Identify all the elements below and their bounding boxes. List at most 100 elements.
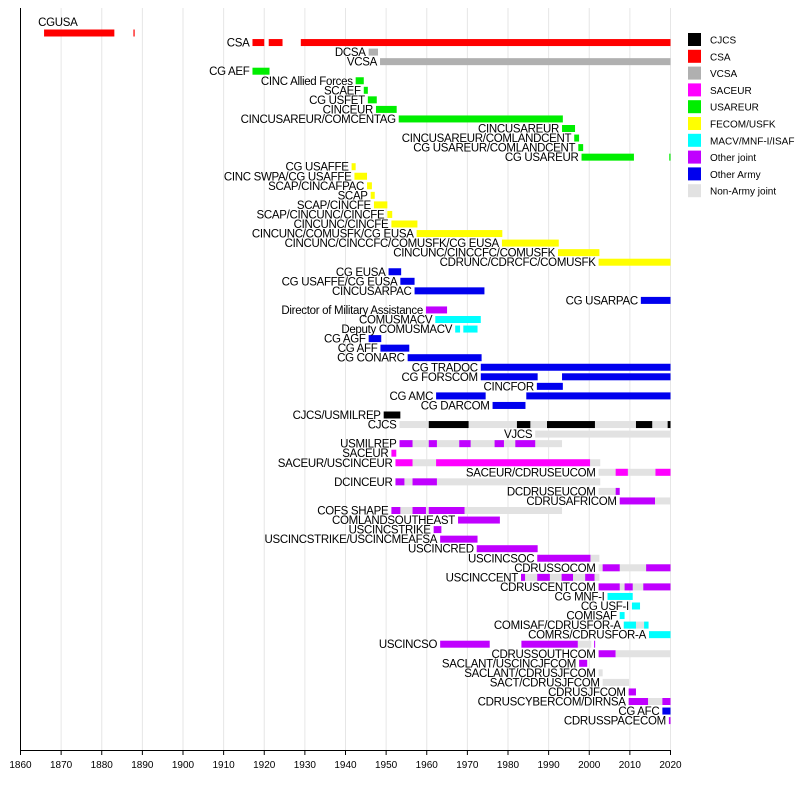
bar-cdrusafricom-1: [655, 497, 671, 505]
bar-uscincso-0: [440, 640, 490, 648]
bar-uscinccent-3: [561, 573, 573, 581]
row-label: CG EUSA: [336, 267, 386, 279]
row-cdrussocom: [598, 564, 671, 572]
row-label: COMLANDSOUTHEAST: [332, 515, 455, 527]
bar-uscinccent-1: [521, 573, 526, 581]
row-cg-usareur-comlandcent: [578, 144, 584, 152]
bar-deputy-comusmacv-1: [463, 325, 478, 333]
row-saceur: [391, 449, 397, 457]
bar-vcsa-0: [380, 58, 671, 66]
row-label: USCINCSO: [379, 639, 438, 651]
bar-saclant-cdrusjfcom-0: [598, 669, 603, 677]
bar-cdrusjfcom-0: [628, 688, 636, 696]
row-label: CG AGF: [324, 334, 366, 346]
row-cdrusafricom: [619, 497, 671, 505]
x-tick-label: 1870: [50, 760, 73, 771]
bar-cg-forscom-0: [480, 373, 538, 381]
bar-usmilrep-5: [515, 440, 536, 448]
row-cg-afc: [662, 707, 671, 715]
row-label: SACEUR/USCINCEUR: [278, 458, 393, 470]
row-scaef: [363, 86, 368, 94]
bar-cg-usareur-0: [581, 153, 634, 161]
row-label: CINCUSAREUR/COMLANDCENT: [402, 133, 572, 145]
row-cincfor: [536, 382, 563, 390]
row-director-of-military-assistance: [425, 306, 448, 314]
legend-item-vcsa: VCSA: [688, 66, 738, 80]
row-label: CINCUNC/CINCCFC/COMUSFK: [393, 248, 555, 260]
bar-saceur-uscinceur-2: [436, 459, 591, 467]
row-comrs-cdrusfor-a: [648, 631, 671, 639]
row-label: VJCS: [504, 429, 533, 441]
row-saceur-cdruseucom: [598, 468, 671, 476]
row-label: USCINCSTRIKE: [349, 525, 432, 537]
row-label: CINC Allied Forces: [261, 76, 353, 88]
bar-cdruscentcom-0: [598, 583, 671, 591]
row-cincunc-cinccfc-comusfk-cg-eusa: [501, 239, 559, 247]
row-label: CDRUSCYBERCOM/DIRNSA: [478, 697, 627, 709]
bar-cjcs-0: [399, 421, 671, 429]
row-uscincstrike: [433, 526, 442, 534]
bar-cdrussocom-0: [598, 564, 671, 572]
row-cincusareur-comcentag: [398, 115, 563, 123]
bar-cjcs-2: [516, 421, 531, 429]
legend-item-non-army-joint: Non-Army joint: [688, 184, 776, 198]
row-label: CINCUSAREUR/COMCENTAG: [241, 114, 396, 126]
row-label: CINCUNC/COMUSFK/CG EUSA: [252, 229, 414, 241]
bar-uscincso-2: [577, 640, 592, 648]
legend-item-csa: CSA: [688, 49, 731, 63]
x-tick-label: 1930: [294, 760, 317, 771]
row-cinc-allied-forces: [355, 77, 364, 85]
row-cincusareur: [562, 125, 576, 132]
row-cg-usfet: [367, 96, 377, 104]
bar-dcsa-0: [368, 48, 378, 56]
row-vjcs: [535, 430, 671, 438]
row-label: Deputy COMUSMACV: [341, 324, 452, 336]
row-label: CG AMC: [390, 391, 434, 403]
legend-swatch: [688, 184, 701, 198]
bar-uscincstrike-uscincmeafsa-0: [440, 535, 478, 543]
row-cg-amc: [436, 392, 671, 400]
x-tick-label: 1970: [456, 760, 479, 771]
row-cjcs-usmilrep: [383, 411, 401, 419]
row-comisaf: [619, 612, 625, 620]
legend: CJCS CSA VCSA SACEUR USAREUR FECOM/USFK MACV/M…: [688, 33, 794, 198]
row-cdruscentcom: [598, 583, 671, 591]
legend-label: Non-Army joint: [710, 187, 776, 198]
bar-cg-aff-0: [380, 344, 410, 352]
row-label: CG FORSCOM: [402, 372, 478, 384]
row-label: SCAEF: [324, 85, 361, 97]
bar-cdrunc-cdrcfc-comusfk-0: [598, 258, 671, 266]
bar-usmilrep-1: [399, 440, 413, 448]
x-tick-label: 2010: [619, 760, 642, 771]
legend-item-saceur: SACEUR: [688, 83, 752, 97]
bar-cg-usfet-0: [367, 96, 377, 104]
row-sact-cdrusjfcom: [602, 678, 630, 686]
legend-label: CJCS: [710, 36, 736, 47]
row-label: CINCUSAREUR: [478, 124, 559, 136]
bar-saclant-uscincjfcom-0: [579, 659, 588, 667]
row-label: SACLANT/CDRUSJFCOM: [464, 668, 595, 680]
bar-cdrusspacecom-0: [668, 717, 671, 725]
bar-cg-usarpac-0: [640, 296, 671, 304]
row-label: CJCS: [368, 420, 397, 432]
bar-cincunc-cinccfc-comusfk-cg-eusa-0: [501, 239, 559, 247]
x-tick-label: 2020: [659, 760, 682, 771]
row-label: SACEUR/CDRUSEUCOM: [466, 467, 596, 479]
row-scap-cincfe: [373, 201, 388, 209]
row-cincusarpac: [414, 287, 485, 295]
row-label: CSA: [227, 38, 250, 50]
bar-saceur-cdruseucom-2: [655, 468, 671, 476]
row-label: CG USAREUR/COMLANDCENT: [413, 143, 575, 155]
bar-uscincso-3: [594, 640, 596, 648]
bar-vjcs-0: [535, 430, 671, 438]
x-tick-label: 1940: [334, 760, 357, 771]
row-label: USCINCSOC: [468, 553, 534, 565]
row-label: CINCUNC/CINCCFC/COMUSFK/CG EUSA: [285, 238, 500, 250]
bar-uscincstrike-0: [433, 526, 442, 534]
row-uscincsoc: [537, 554, 600, 562]
legend-swatch: [688, 33, 701, 46]
legend-label: CSA: [710, 52, 731, 63]
row-label: Director of Military Assistance: [281, 305, 423, 317]
row-label: CG USAREUR: [505, 152, 579, 164]
bar-comusmacv-0: [435, 316, 481, 323]
